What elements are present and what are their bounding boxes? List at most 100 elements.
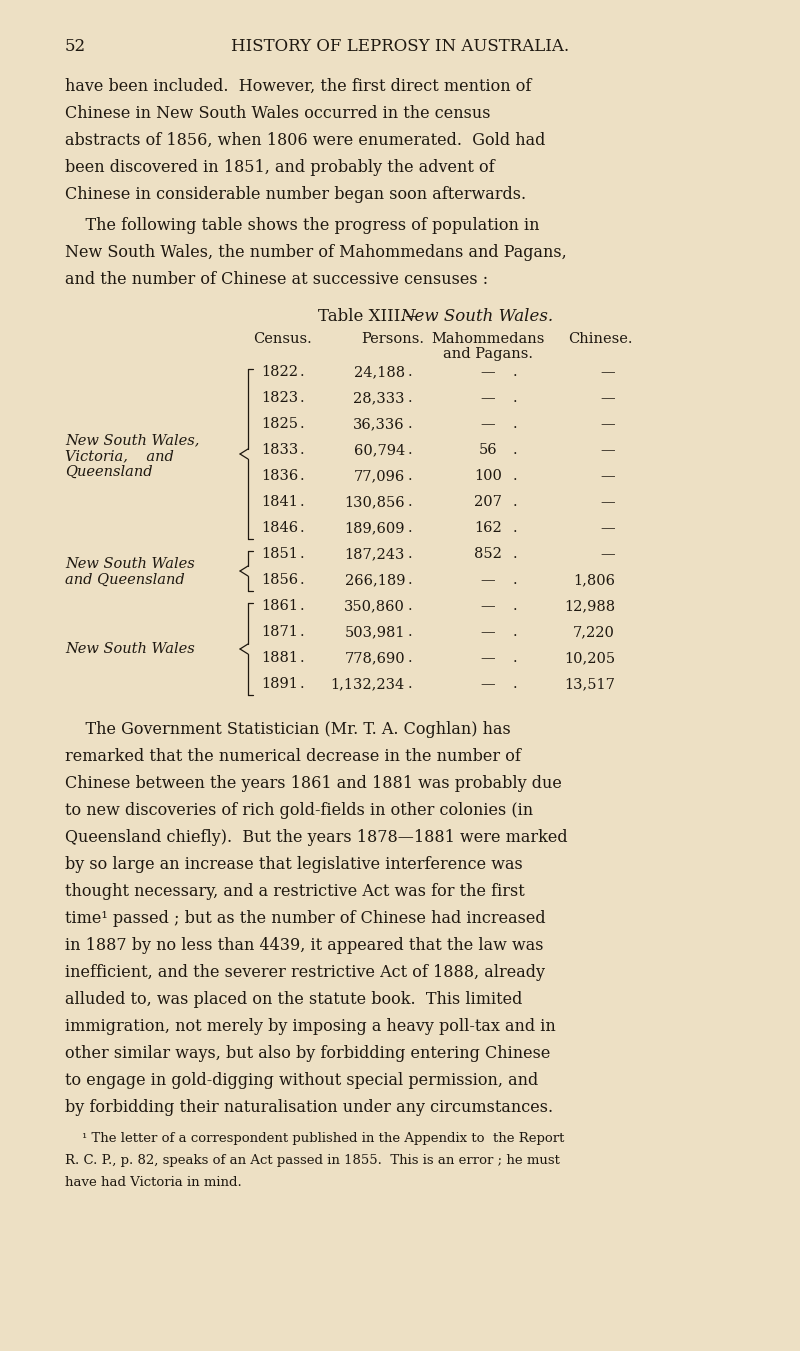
Text: —: — [481, 651, 495, 665]
Text: .: . [300, 651, 305, 665]
Text: Chinese.: Chinese. [568, 332, 632, 346]
Text: 1825: 1825 [262, 417, 298, 431]
Text: .: . [300, 417, 305, 431]
Text: Victoria,    and: Victoria, and [65, 449, 174, 463]
Text: —: — [600, 521, 615, 535]
Text: other similar ways, but also by forbidding entering Chinese: other similar ways, but also by forbiddi… [65, 1046, 550, 1062]
Text: —: — [481, 390, 495, 405]
Text: 1856: 1856 [262, 573, 298, 586]
Text: and Pagans.: and Pagans. [443, 347, 533, 361]
Text: The following table shows the progress of population in: The following table shows the progress o… [65, 218, 539, 234]
Text: 52: 52 [65, 38, 86, 55]
Text: .: . [513, 626, 518, 639]
Text: —: — [600, 390, 615, 405]
Text: by forbidding their naturalisation under any circumstances.: by forbidding their naturalisation under… [65, 1098, 553, 1116]
Text: New South Wales: New South Wales [65, 557, 194, 571]
Text: .: . [513, 547, 518, 561]
Text: .: . [408, 390, 413, 405]
Text: .: . [300, 677, 305, 690]
Text: —: — [481, 598, 495, 613]
Text: .: . [408, 494, 413, 509]
Text: R. C. P., p. 82, speaks of an Act passed in 1855.  This is an error ; he must: R. C. P., p. 82, speaks of an Act passed… [65, 1154, 560, 1167]
Text: 130,856: 130,856 [344, 494, 405, 509]
Text: .: . [408, 365, 413, 380]
Text: .: . [513, 573, 518, 586]
Text: —: — [481, 573, 495, 586]
Text: —: — [481, 677, 495, 690]
Text: 13,517: 13,517 [564, 677, 615, 690]
Text: Chinese in New South Wales occurred in the census: Chinese in New South Wales occurred in t… [65, 105, 490, 122]
Text: 7,220: 7,220 [573, 626, 615, 639]
Text: remarked that the numerical decrease in the number of: remarked that the numerical decrease in … [65, 748, 521, 765]
Text: 1822: 1822 [262, 365, 298, 380]
Text: .: . [513, 443, 518, 457]
Text: 852: 852 [474, 547, 502, 561]
Text: and the number of Chinese at successive censuses :: and the number of Chinese at successive … [65, 272, 488, 288]
Text: 1851: 1851 [262, 547, 298, 561]
Text: .: . [513, 365, 518, 380]
Text: .: . [300, 469, 305, 484]
Text: in 1887 by no less than 4439, it appeared that the law was: in 1887 by no less than 4439, it appeare… [65, 938, 543, 954]
Text: Chinese in considerable number began soon afterwards.: Chinese in considerable number began soo… [65, 186, 526, 203]
Text: 24,188: 24,188 [354, 365, 405, 380]
Text: HISTORY OF LEPROSY IN AUSTRALIA.: HISTORY OF LEPROSY IN AUSTRALIA. [231, 38, 569, 55]
Text: Queensland chiefly).  But the years 1878—1881 were marked: Queensland chiefly). But the years 1878—… [65, 830, 568, 846]
Text: Persons.: Persons. [362, 332, 425, 346]
Text: New South Wales,: New South Wales, [65, 434, 199, 447]
Text: —: — [600, 417, 615, 431]
Text: Queensland: Queensland [65, 465, 153, 480]
Text: 1861: 1861 [262, 598, 298, 613]
Text: thought necessary, and a restrictive Act was for the first: thought necessary, and a restrictive Act… [65, 884, 525, 900]
Text: 1823: 1823 [262, 390, 298, 405]
Text: 778,690: 778,690 [344, 651, 405, 665]
Text: 1846: 1846 [262, 521, 298, 535]
Text: New South Wales: New South Wales [65, 642, 194, 657]
Text: 1,806: 1,806 [573, 573, 615, 586]
Text: .: . [513, 417, 518, 431]
Text: .: . [408, 443, 413, 457]
Text: and Queensland: and Queensland [65, 573, 185, 586]
Text: .: . [513, 677, 518, 690]
Text: abstracts of 1856, when 1806 were enumerated.  Gold had: abstracts of 1856, when 1806 were enumer… [65, 132, 546, 149]
Text: .: . [513, 651, 518, 665]
Text: —: — [481, 626, 495, 639]
Text: 10,205: 10,205 [564, 651, 615, 665]
Text: —: — [600, 547, 615, 561]
Text: inefficient, and the severer restrictive Act of 1888, already: inefficient, and the severer restrictive… [65, 965, 545, 981]
Text: .: . [408, 469, 413, 484]
Text: 1841: 1841 [262, 494, 298, 509]
Text: .: . [513, 494, 518, 509]
Text: 77,096: 77,096 [354, 469, 405, 484]
Text: .: . [408, 651, 413, 665]
Text: by so large an increase that legislative interference was: by so large an increase that legislative… [65, 857, 522, 873]
Text: 162: 162 [474, 521, 502, 535]
Text: 503,981: 503,981 [345, 626, 405, 639]
Text: 187,243: 187,243 [345, 547, 405, 561]
Text: 266,189: 266,189 [345, 573, 405, 586]
Text: .: . [300, 521, 305, 535]
Text: Mahommedans: Mahommedans [431, 332, 545, 346]
Text: —: — [481, 365, 495, 380]
Text: .: . [300, 494, 305, 509]
Text: 1871: 1871 [262, 626, 298, 639]
Text: 1881: 1881 [262, 651, 298, 665]
Text: 350,860: 350,860 [344, 598, 405, 613]
Text: —: — [600, 494, 615, 509]
Text: .: . [408, 626, 413, 639]
Text: 56: 56 [478, 443, 498, 457]
Text: have had Victoria in mind.: have had Victoria in mind. [65, 1175, 242, 1189]
Text: 1891: 1891 [262, 677, 298, 690]
Text: to engage in gold-digging without special permission, and: to engage in gold-digging without specia… [65, 1071, 538, 1089]
Text: .: . [408, 677, 413, 690]
Text: .: . [300, 598, 305, 613]
Text: .: . [408, 417, 413, 431]
Text: —: — [481, 417, 495, 431]
Text: time¹ passed ; but as the number of Chinese had increased: time¹ passed ; but as the number of Chin… [65, 911, 546, 927]
Text: —: — [600, 365, 615, 380]
Text: 12,988: 12,988 [564, 598, 615, 613]
Text: alluded to, was placed on the statute book.  This limited: alluded to, was placed on the statute bo… [65, 992, 522, 1008]
Text: 1,132,234: 1,132,234 [330, 677, 405, 690]
Text: 36,336: 36,336 [354, 417, 405, 431]
Text: ¹ The letter of a correspondent published in the Appendix to  the Report: ¹ The letter of a correspondent publishe… [65, 1132, 564, 1146]
Text: .: . [513, 521, 518, 535]
